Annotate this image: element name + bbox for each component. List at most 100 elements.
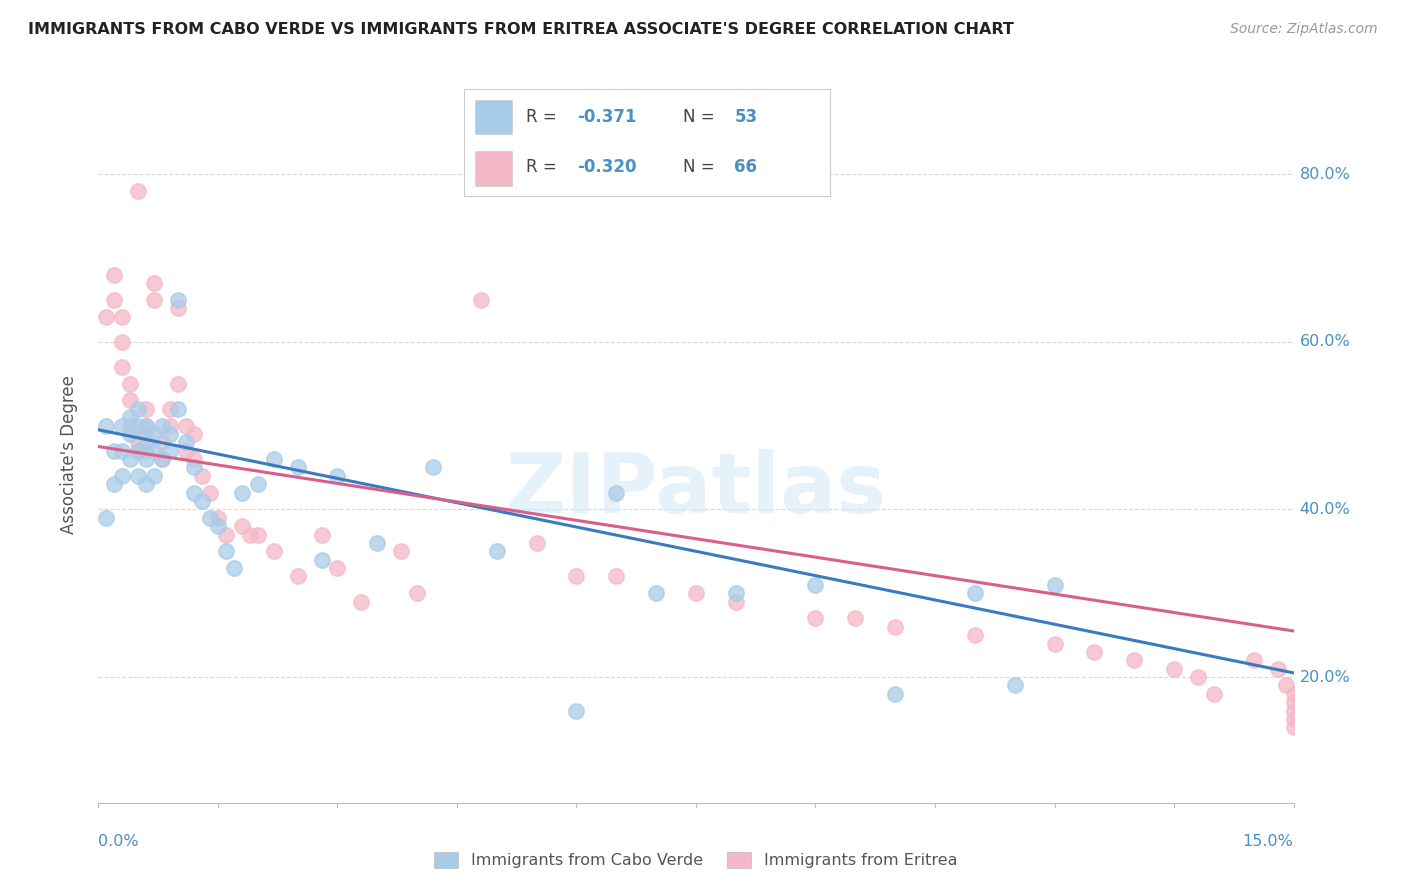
Point	[605, 485, 627, 500]
Point	[111, 334, 134, 349]
Point	[1267, 662, 1289, 676]
Point	[311, 552, 333, 566]
Point	[1083, 645, 1105, 659]
Point	[287, 569, 309, 583]
Point	[1282, 704, 1305, 718]
Point	[183, 460, 205, 475]
Point	[96, 510, 118, 524]
Text: 15.0%: 15.0%	[1243, 834, 1294, 849]
Point	[231, 485, 253, 500]
Point	[183, 452, 205, 467]
Point	[103, 293, 125, 307]
Text: 40.0%: 40.0%	[1299, 502, 1350, 516]
Point	[143, 276, 166, 290]
Point	[263, 544, 285, 558]
Point	[215, 527, 238, 541]
Point	[150, 435, 173, 450]
Point	[120, 376, 142, 391]
Y-axis label: Associate's Degree: Associate's Degree	[59, 376, 77, 534]
Point	[135, 443, 157, 458]
Text: -0.320: -0.320	[578, 159, 637, 177]
Point	[135, 427, 157, 442]
Point	[406, 586, 429, 600]
Text: 0.0%: 0.0%	[98, 834, 139, 849]
Legend: Immigrants from Cabo Verde, Immigrants from Eritrea: Immigrants from Cabo Verde, Immigrants f…	[427, 846, 965, 875]
Text: R =: R =	[526, 159, 562, 177]
Point	[470, 293, 492, 307]
Point	[111, 359, 134, 374]
Text: N =: N =	[683, 159, 720, 177]
Point	[135, 477, 157, 491]
Text: 20.0%: 20.0%	[1299, 670, 1350, 684]
Text: ZIPatlas: ZIPatlas	[506, 450, 886, 530]
Point	[120, 410, 142, 425]
Point	[159, 401, 181, 416]
Point	[96, 310, 118, 324]
Point	[246, 527, 269, 541]
Point	[685, 586, 707, 600]
Point	[103, 477, 125, 491]
Point	[804, 578, 827, 592]
Point	[167, 293, 190, 307]
Point	[159, 443, 181, 458]
Text: 53: 53	[734, 108, 758, 126]
Point	[167, 376, 190, 391]
Point	[565, 569, 588, 583]
Point	[485, 544, 508, 558]
Point	[135, 435, 157, 450]
Point	[143, 468, 166, 483]
FancyBboxPatch shape	[475, 100, 512, 134]
Point	[1282, 712, 1305, 726]
Point	[207, 519, 229, 533]
Point	[120, 393, 142, 408]
Point	[103, 268, 125, 282]
Point	[963, 628, 986, 642]
Point	[143, 293, 166, 307]
Text: IMMIGRANTS FROM CABO VERDE VS IMMIGRANTS FROM ERITREA ASSOCIATE'S DEGREE CORRELA: IMMIGRANTS FROM CABO VERDE VS IMMIGRANTS…	[28, 22, 1014, 37]
Point	[120, 427, 142, 442]
Point	[191, 468, 214, 483]
Point	[167, 401, 190, 416]
Point	[207, 510, 229, 524]
Point	[350, 594, 373, 608]
Point	[1004, 678, 1026, 692]
Point	[1202, 687, 1225, 701]
Text: N =: N =	[683, 108, 720, 126]
Text: 66: 66	[734, 159, 758, 177]
Point	[605, 569, 627, 583]
Point	[127, 443, 149, 458]
Point	[127, 418, 149, 433]
Point	[1282, 720, 1305, 734]
Point	[239, 527, 262, 541]
FancyBboxPatch shape	[475, 152, 512, 186]
Point	[1043, 578, 1066, 592]
Point	[174, 418, 197, 433]
Point	[366, 536, 388, 550]
Point	[1282, 695, 1305, 709]
Point	[127, 468, 149, 483]
Point	[844, 611, 866, 625]
Point	[135, 401, 157, 416]
Point	[167, 301, 190, 316]
Point	[963, 586, 986, 600]
Point	[159, 427, 181, 442]
Point	[1043, 636, 1066, 650]
Text: R =: R =	[526, 108, 562, 126]
Text: Source: ZipAtlas.com: Source: ZipAtlas.com	[1230, 22, 1378, 37]
Point	[222, 561, 245, 575]
Point	[326, 468, 349, 483]
Point	[565, 704, 588, 718]
Point	[150, 418, 173, 433]
Point	[645, 586, 668, 600]
Point	[326, 561, 349, 575]
Point	[1123, 653, 1146, 667]
Point	[120, 418, 142, 433]
Point	[287, 460, 309, 475]
Point	[1274, 678, 1296, 692]
Point	[135, 418, 157, 433]
Point	[1163, 662, 1185, 676]
Point	[389, 544, 412, 558]
Point	[135, 418, 157, 433]
Point	[159, 418, 181, 433]
Point	[263, 452, 285, 467]
